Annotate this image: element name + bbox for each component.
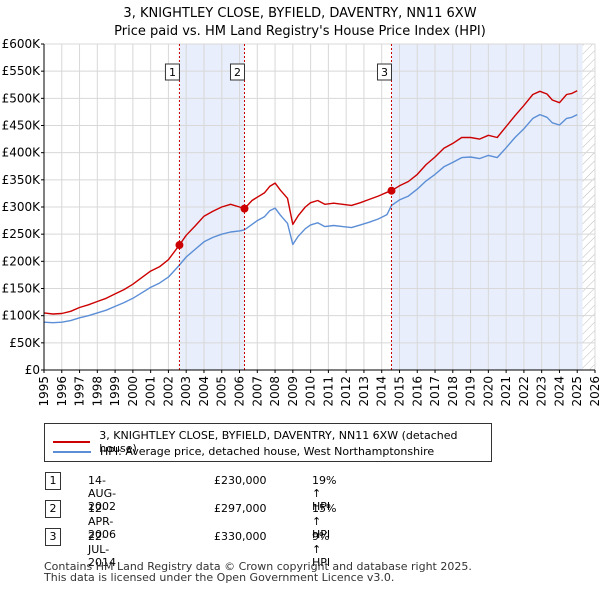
legend-item-hpi: HPI: Average price, detached house, West…: [53, 445, 434, 458]
y-tick-label: £600K: [2, 37, 42, 51]
legend-label-property: 3, KNIGHTLEY CLOSE, BYFIELD, DAVENTRY, N…: [99, 429, 458, 455]
x-tick-label: 2000: [126, 376, 140, 407]
x-tick-label: 2017: [428, 376, 442, 407]
sale-hpi-change: 19% ↑ HPI: [312, 474, 337, 513]
sale-point: [387, 186, 396, 195]
y-tick-label: £100K: [2, 309, 42, 323]
x-tick-label: 2002: [161, 376, 175, 407]
sale-price: £297,000: [214, 502, 267, 515]
footer-notice: Contains HM Land Registry data © Crown c…: [44, 561, 472, 583]
x-tick-label: 2006: [233, 376, 247, 407]
sale-price: £230,000: [214, 474, 267, 487]
sale-number-badge: 1: [45, 472, 61, 490]
y-tick-label: £150K: [2, 282, 42, 296]
series-line-property: [43, 90, 578, 315]
y-tick-label: £250K: [2, 227, 42, 241]
x-tick-label: 1999: [108, 376, 122, 407]
x-tick-label: 2013: [357, 376, 371, 407]
legend-swatch-property: [53, 441, 91, 443]
x-tick-label: 2021: [499, 376, 513, 407]
x-tick-label: 2014: [375, 376, 389, 407]
x-tick-label: 2009: [286, 376, 300, 407]
x-tick-label: 2016: [410, 376, 424, 407]
x-tick-label: 2004: [197, 376, 211, 407]
y-tick-label: £50K: [9, 336, 41, 350]
x-tick-label: 2015: [392, 376, 406, 407]
x-tick-label: 1995: [37, 376, 51, 407]
sale-number-badge: 2: [45, 500, 61, 518]
sale-marker-label: 3: [381, 66, 388, 79]
y-tick-label: £0: [25, 363, 40, 377]
sale-number-badge: 3: [45, 528, 61, 546]
chart-title-line-2: Price paid vs. HM Land Registry's House …: [114, 24, 486, 39]
sale-marker-box: [164, 63, 180, 81]
x-tick-label: 2023: [535, 376, 549, 407]
x-tick-label: 2019: [464, 376, 478, 407]
sale-point: [175, 241, 184, 250]
footer-copyright: Contains HM Land Registry data © Crown c…: [44, 560, 472, 573]
sale-marker-label: 1: [169, 66, 176, 79]
x-tick-label: 2025: [570, 376, 584, 407]
footer-licence: This data is licensed under the Open Gov…: [44, 571, 395, 584]
sale-point: [240, 204, 249, 213]
sale-hpi-change: 15% ↑ HPI: [312, 502, 337, 541]
x-tick-label: 2018: [446, 376, 460, 407]
y-tick-label: £200K: [2, 254, 42, 268]
chart-legend: 3, KNIGHTLEY CLOSE, BYFIELD, DAVENTRY, N…: [44, 423, 492, 462]
chart-title-line-1: 3, KNIGHTLEY CLOSE, BYFIELD, DAVENTRY, N…: [123, 6, 477, 21]
x-tick-label: 2008: [268, 376, 282, 407]
sale-price: £330,000: [214, 530, 267, 543]
x-tick-label: 2011: [321, 376, 335, 407]
y-tick-label: £400K: [2, 146, 42, 160]
price-chart: 1 2 3 £0 £50K £100K £150K £200K £250K £300K £350K…: [2, 37, 600, 407]
y-tick-label: £450K: [2, 119, 42, 133]
legend-swatch-hpi: [53, 450, 91, 453]
legend-label-hpi: HPI: Average price, detached house, West…: [100, 445, 435, 458]
x-tick-label: 2022: [517, 376, 531, 407]
y-tick-label: £550K: [2, 64, 42, 78]
sale-marker-box: [229, 63, 245, 81]
x-tick-label: 2010: [304, 376, 318, 407]
x-tick-label: 2012: [339, 376, 353, 407]
sale-marker-box: [376, 63, 392, 81]
y-tick-label: £350K: [2, 173, 42, 187]
sale-date: 22-JUL-2014: [88, 530, 116, 569]
x-tick-label: 2001: [144, 376, 158, 407]
series-line-hpi: [43, 113, 578, 324]
x-tick-label: 2026: [588, 376, 600, 407]
x-tick-label: 2003: [179, 376, 193, 407]
sale-date: 14-AUG-2002: [88, 474, 117, 513]
x-tick-label: 2007: [250, 376, 264, 407]
x-tick-label: 1998: [90, 376, 104, 407]
x-tick-label: 2005: [215, 376, 229, 407]
x-tick-label: 2024: [552, 376, 566, 407]
sale-date: 12-APR-2006: [88, 502, 116, 541]
sale-marker-label: 2: [234, 66, 241, 79]
x-tick-label: 2020: [481, 376, 495, 407]
x-tick-label: 1996: [55, 376, 69, 407]
x-tick-label: 1997: [73, 376, 87, 407]
y-tick-label: £300K: [2, 200, 42, 214]
y-tick-label: £500K: [2, 91, 42, 105]
sale-hpi-change: 9% ↑ HPI: [312, 530, 331, 569]
legend-item-property: 3, KNIGHTLEY CLOSE, BYFIELD, DAVENTRY, N…: [53, 429, 491, 455]
